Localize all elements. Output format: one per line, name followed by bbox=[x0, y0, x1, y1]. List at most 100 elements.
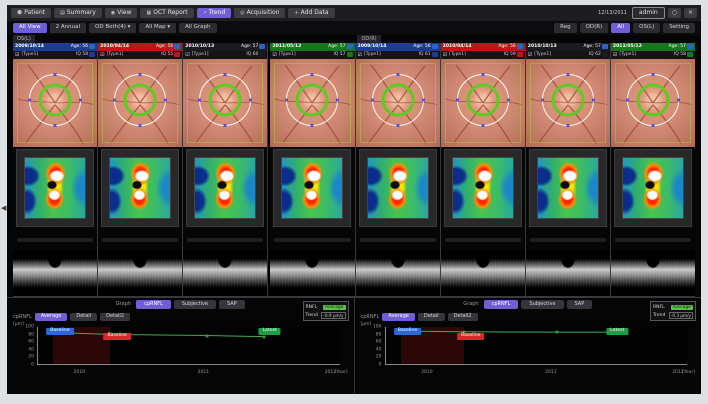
menu-item[interactable]: ↗ Trend bbox=[196, 8, 232, 18]
bscan-image[interactable] bbox=[270, 250, 355, 296]
ring-handle-right[interactable] bbox=[506, 98, 510, 102]
exam-header[interactable]: 2009/10/14 Age: 56 bbox=[355, 43, 440, 51]
ring-handle-left[interactable] bbox=[285, 98, 289, 102]
tab-average[interactable]: Average bbox=[34, 312, 68, 321]
thickness-map[interactable] bbox=[621, 157, 684, 220]
view-tab[interactable]: 2 Annual bbox=[49, 23, 86, 33]
ring-handle-top[interactable] bbox=[138, 73, 142, 77]
exam-header[interactable]: 2011/05/12 Age: 57 bbox=[610, 43, 695, 51]
ring-handle-bottom[interactable] bbox=[651, 124, 655, 128]
tab-detail[interactable]: Detail bbox=[417, 312, 445, 321]
tab-sap[interactable]: SAP bbox=[566, 299, 593, 309]
view-tab[interactable]: All Graph bbox=[179, 23, 217, 33]
tab-subjective[interactable]: Subjective bbox=[521, 299, 564, 309]
thickness-map[interactable] bbox=[194, 157, 257, 220]
fundus-image[interactable] bbox=[610, 58, 695, 147]
tab-average[interactable]: Average bbox=[382, 312, 415, 321]
checkbox-icon[interactable]: ☑ bbox=[272, 51, 277, 58]
view-tab[interactable]: All Map ▾ bbox=[139, 23, 177, 33]
exam-header[interactable]: 2010/04/14 Age: 56 bbox=[98, 43, 183, 51]
ring-handle-bottom[interactable] bbox=[566, 124, 570, 128]
bscan-image[interactable] bbox=[183, 250, 268, 296]
view-tab[interactable]: OD Both(4) ▾ bbox=[89, 23, 137, 33]
ring-handle-top[interactable] bbox=[396, 73, 400, 77]
menu-item[interactable]: ◉ View bbox=[104, 8, 138, 18]
scan-slider[interactable] bbox=[355, 230, 440, 251]
menu-item[interactable]: ☻ Patient bbox=[11, 8, 52, 18]
fundus-image[interactable] bbox=[525, 58, 610, 147]
exam-header[interactable]: 2009/10/14 Age: 56 bbox=[13, 43, 98, 51]
checkbox-icon[interactable]: ☑ bbox=[357, 51, 362, 58]
fundus-image[interactable] bbox=[270, 58, 355, 147]
ring-handle-right[interactable] bbox=[336, 98, 340, 102]
ring-handle-top[interactable] bbox=[223, 73, 227, 77]
scan-slider[interactable] bbox=[525, 230, 610, 251]
checkbox-icon[interactable]: ☑ bbox=[527, 51, 533, 58]
tab-cprnfl[interactable]: cpRNFL bbox=[136, 299, 171, 309]
scan-slider[interactable] bbox=[610, 230, 695, 251]
tab-cprnfl[interactable]: cpRNFL bbox=[483, 299, 519, 309]
ring-handle-right[interactable] bbox=[249, 98, 253, 102]
close-icon[interactable]: × bbox=[683, 8, 697, 18]
eye-filter-button[interactable]: OD(R) bbox=[579, 23, 609, 33]
bscan-image[interactable] bbox=[610, 250, 695, 296]
menu-item[interactable]: ▤ Summary bbox=[54, 8, 102, 18]
scan-slider-track[interactable] bbox=[614, 238, 691, 243]
tab-sap[interactable]: SAP bbox=[219, 299, 245, 309]
ring-handle-bottom[interactable] bbox=[53, 124, 57, 128]
baseline2-marker[interactable]: Baseline bbox=[457, 333, 485, 340]
checkbox-icon[interactable]: ☑ bbox=[100, 51, 105, 58]
trend-chart[interactable]: Baseline Baseline Latest bbox=[384, 327, 687, 365]
bscan-image[interactable] bbox=[525, 250, 610, 296]
latest-marker[interactable]: Latest bbox=[606, 328, 629, 335]
ring-handle-top[interactable] bbox=[53, 73, 57, 77]
power-icon[interactable]: ○ bbox=[667, 8, 681, 18]
ring-handle-left[interactable] bbox=[198, 98, 202, 102]
fundus-image[interactable] bbox=[13, 58, 98, 147]
menu-item[interactable]: + Add Data bbox=[288, 8, 335, 18]
scan-slider[interactable] bbox=[183, 230, 268, 251]
ring-handle-right[interactable] bbox=[164, 98, 168, 102]
tab-detail[interactable]: Detail bbox=[70, 312, 98, 321]
bscan-image[interactable] bbox=[98, 250, 183, 296]
fundus-image[interactable] bbox=[440, 58, 525, 147]
bscan-image[interactable] bbox=[355, 250, 440, 296]
ring-handle-left[interactable] bbox=[455, 98, 459, 102]
checkbox-icon[interactable]: ☑ bbox=[185, 51, 190, 58]
ring-handle-right[interactable] bbox=[591, 98, 595, 102]
scan-slider-track[interactable] bbox=[359, 238, 436, 243]
thickness-map[interactable] bbox=[109, 157, 172, 220]
thickness-map[interactable] bbox=[24, 157, 87, 220]
ring-handle-bottom[interactable] bbox=[481, 124, 485, 128]
exam-header[interactable]: 2011/05/12 Age: 57 bbox=[270, 43, 355, 51]
ring-handle-right[interactable] bbox=[421, 98, 425, 102]
ring-handle-top[interactable] bbox=[481, 73, 485, 77]
checkbox-icon[interactable]: ☑ bbox=[612, 51, 618, 58]
eye-filter-button[interactable]: All bbox=[611, 23, 631, 33]
trend-chart[interactable]: Baseline Baseline Latest bbox=[37, 327, 340, 365]
exam-header[interactable]: 2010/10/13 Age: 57 bbox=[183, 43, 268, 51]
scan-slider-track[interactable] bbox=[17, 238, 94, 243]
eye-filter-button[interactable]: OS(L) bbox=[633, 23, 661, 33]
ring-handle-top[interactable] bbox=[566, 73, 570, 77]
menu-item[interactable]: ◎ Acquisition bbox=[234, 8, 286, 18]
tab-detail2[interactable]: Detail2 bbox=[447, 312, 478, 321]
thickness-map[interactable] bbox=[451, 157, 514, 220]
ring-handle-right[interactable] bbox=[676, 98, 680, 102]
exam-header[interactable]: 2010/04/14 Age: 56 bbox=[440, 43, 525, 51]
fundus-image[interactable] bbox=[183, 58, 268, 147]
ring-handle-bottom[interactable] bbox=[396, 124, 400, 128]
baseline2-marker[interactable]: Baseline bbox=[103, 333, 131, 340]
ring-handle-top[interactable] bbox=[310, 73, 314, 77]
exam-header[interactable]: 2010/10/13 Age: 57 bbox=[525, 43, 610, 51]
user-button[interactable]: admin bbox=[631, 7, 665, 19]
bscan-image[interactable] bbox=[13, 250, 98, 296]
fundus-image[interactable] bbox=[98, 58, 183, 147]
thickness-map[interactable] bbox=[536, 157, 599, 220]
menu-item[interactable]: ▦ OCT Report bbox=[140, 8, 194, 18]
scan-slider-track[interactable] bbox=[187, 238, 264, 243]
ring-handle-left[interactable] bbox=[370, 98, 374, 102]
ring-handle-bottom[interactable] bbox=[223, 124, 227, 128]
scan-slider-track[interactable] bbox=[274, 238, 351, 243]
thickness-map[interactable] bbox=[366, 157, 429, 220]
